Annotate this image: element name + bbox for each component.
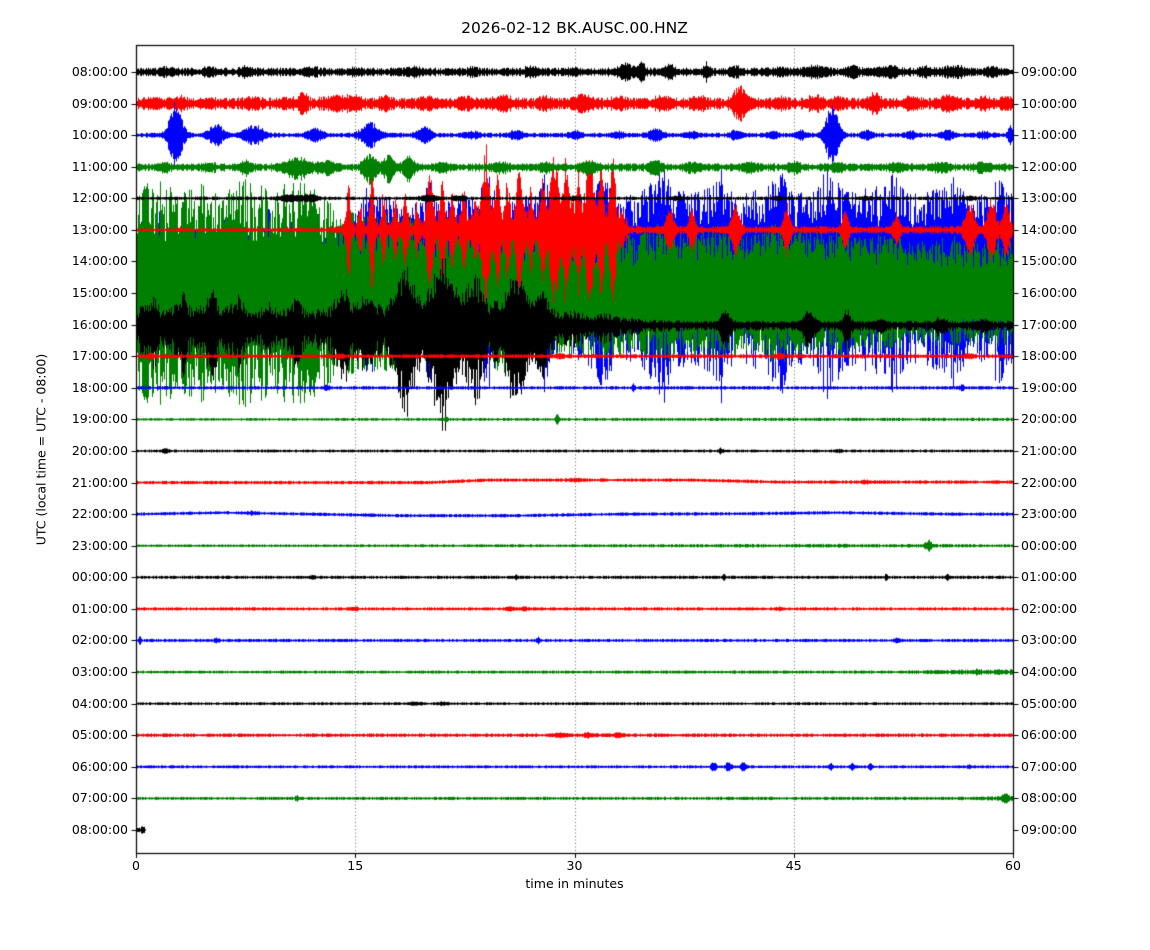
utc-tick-label: 18:00:00 [71,379,128,395]
end-time-tick-label: 17:00:00 [1021,316,1078,332]
end-time-tick-label: 11:00:00 [1021,127,1078,143]
end-time-tick-label: 02:00:00 [1021,600,1078,616]
utc-tick-label: 08:00:00 [71,64,128,79]
end-time-tick-label: 03:00:00 [1021,632,1078,648]
utc-tick-label: 17:00:00 [71,348,128,364]
end-time-tick-label: 18:00:00 [1021,348,1078,364]
minute-tick-label: 60 [1005,858,1021,873]
end-time-tick-label: 22:00:00 [1021,474,1078,490]
minute-tick-label: 45 [785,858,802,873]
utc-tick-label: 14:00:00 [71,253,128,269]
end-time-tick-label: 13:00:00 [1021,190,1078,206]
end-time-tick-label: 15:00:00 [1021,253,1078,269]
end-time-tick-label: 09:00:00 [1021,821,1078,837]
plot-title: 2026-02-12 BK.AUSC.00.HNZ [461,19,688,37]
utc-tick-label: 02:00:00 [71,632,128,648]
end-time-tick-label: 10:00:00 [1021,95,1078,111]
utc-tick-label: 11:00:00 [71,158,128,174]
utc-tick-label: 04:00:00 [71,695,128,711]
minute-tick-label: 30 [566,858,583,873]
utc-tick-label: 19:00:00 [71,411,128,427]
utc-tick-label: 15:00:00 [71,285,128,301]
utc-tick-label: 05:00:00 [71,727,128,743]
utc-tick-label: 01:00:00 [71,600,128,616]
utc-tick-label: 06:00:00 [71,758,128,774]
utc-tick-label: 21:00:00 [71,474,128,490]
utc-tick-label: 07:00:00 [71,790,128,806]
end-time-tick-label: 21:00:00 [1021,442,1078,458]
end-time-tick-label: 01:00:00 [1021,569,1078,585]
end-time-tick-label: 06:00:00 [1021,727,1078,743]
utc-tick-label: 00:00:00 [71,569,128,585]
end-time-tick-label: 04:00:00 [1021,664,1078,680]
end-time-tick-label: 09:00:00 [1021,64,1078,79]
utc-tick-label: 08:00:00 [71,821,128,837]
utc-tick-label: 13:00:00 [71,221,128,237]
end-time-tick-label: 14:00:00 [1021,221,1078,237]
minute-tick-label: 0 [132,858,140,873]
end-time-tick-label: 12:00:00 [1021,158,1078,174]
utc-tick-label: 09:00:00 [71,95,128,111]
utc-tick-label: 23:00:00 [71,537,128,553]
end-time-tick-label: 00:00:00 [1021,537,1078,553]
end-time-tick-label: 20:00:00 [1021,411,1078,427]
end-time-tick-label: 19:00:00 [1021,379,1078,395]
x-axis-label: time in minutes [525,876,624,891]
end-time-tick-label: 08:00:00 [1021,790,1078,806]
utc-tick-label: 10:00:00 [71,127,128,143]
utc-tick-label: 20:00:00 [71,442,128,458]
end-time-tick-label: 16:00:00 [1021,285,1078,301]
minute-tick-label: 15 [347,858,364,873]
end-time-tick-label: 07:00:00 [1021,758,1078,774]
end-time-tick-label: 05:00:00 [1021,695,1078,711]
utc-tick-label: 03:00:00 [71,664,128,680]
utc-tick-label: 12:00:00 [71,190,128,206]
end-time-tick-label: 23:00:00 [1021,506,1078,522]
utc-tick-label: 16:00:00 [71,316,128,332]
utc-tick-label: 22:00:00 [71,506,128,522]
